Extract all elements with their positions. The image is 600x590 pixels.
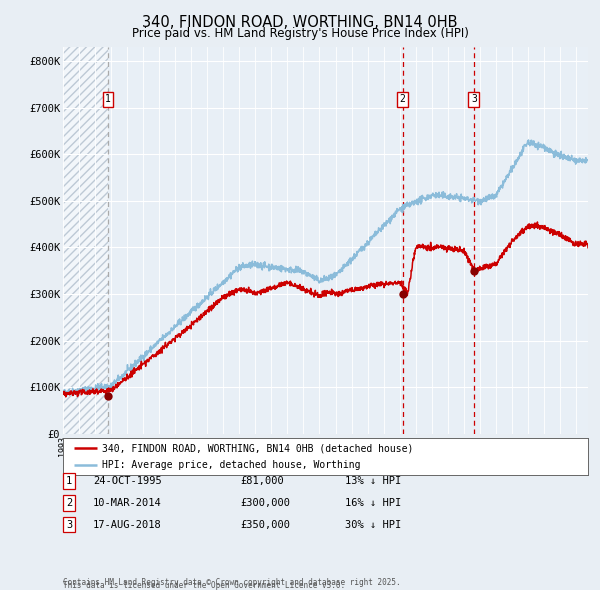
Text: 10-MAR-2014: 10-MAR-2014 — [93, 498, 162, 507]
Bar — [63, 47, 108, 434]
Text: 340, FINDON ROAD, WORTHING, BN14 0HB: 340, FINDON ROAD, WORTHING, BN14 0HB — [142, 15, 458, 30]
Text: 2: 2 — [66, 498, 72, 507]
Text: £350,000: £350,000 — [240, 520, 290, 529]
Text: Contains HM Land Registry data © Crown copyright and database right 2025.: Contains HM Land Registry data © Crown c… — [63, 578, 401, 587]
Bar — [63, 47, 108, 434]
Text: £300,000: £300,000 — [240, 498, 290, 507]
Text: 17-AUG-2018: 17-AUG-2018 — [93, 520, 162, 529]
Text: 24-OCT-1995: 24-OCT-1995 — [93, 476, 162, 486]
Text: 2: 2 — [400, 94, 406, 104]
Text: This data is licensed under the Open Government Licence v3.0.: This data is licensed under the Open Gov… — [63, 581, 345, 590]
Text: 1: 1 — [105, 94, 111, 104]
Text: 13% ↓ HPI: 13% ↓ HPI — [345, 476, 401, 486]
Text: 3: 3 — [66, 520, 72, 529]
Text: £81,000: £81,000 — [240, 476, 284, 486]
Text: HPI: Average price, detached house, Worthing: HPI: Average price, detached house, Wort… — [103, 460, 361, 470]
Text: 16% ↓ HPI: 16% ↓ HPI — [345, 498, 401, 507]
Text: 1: 1 — [66, 476, 72, 486]
Text: Price paid vs. HM Land Registry's House Price Index (HPI): Price paid vs. HM Land Registry's House … — [131, 27, 469, 40]
Text: 3: 3 — [471, 94, 477, 104]
Text: 30% ↓ HPI: 30% ↓ HPI — [345, 520, 401, 529]
Text: 340, FINDON ROAD, WORTHING, BN14 0HB (detached house): 340, FINDON ROAD, WORTHING, BN14 0HB (de… — [103, 443, 414, 453]
